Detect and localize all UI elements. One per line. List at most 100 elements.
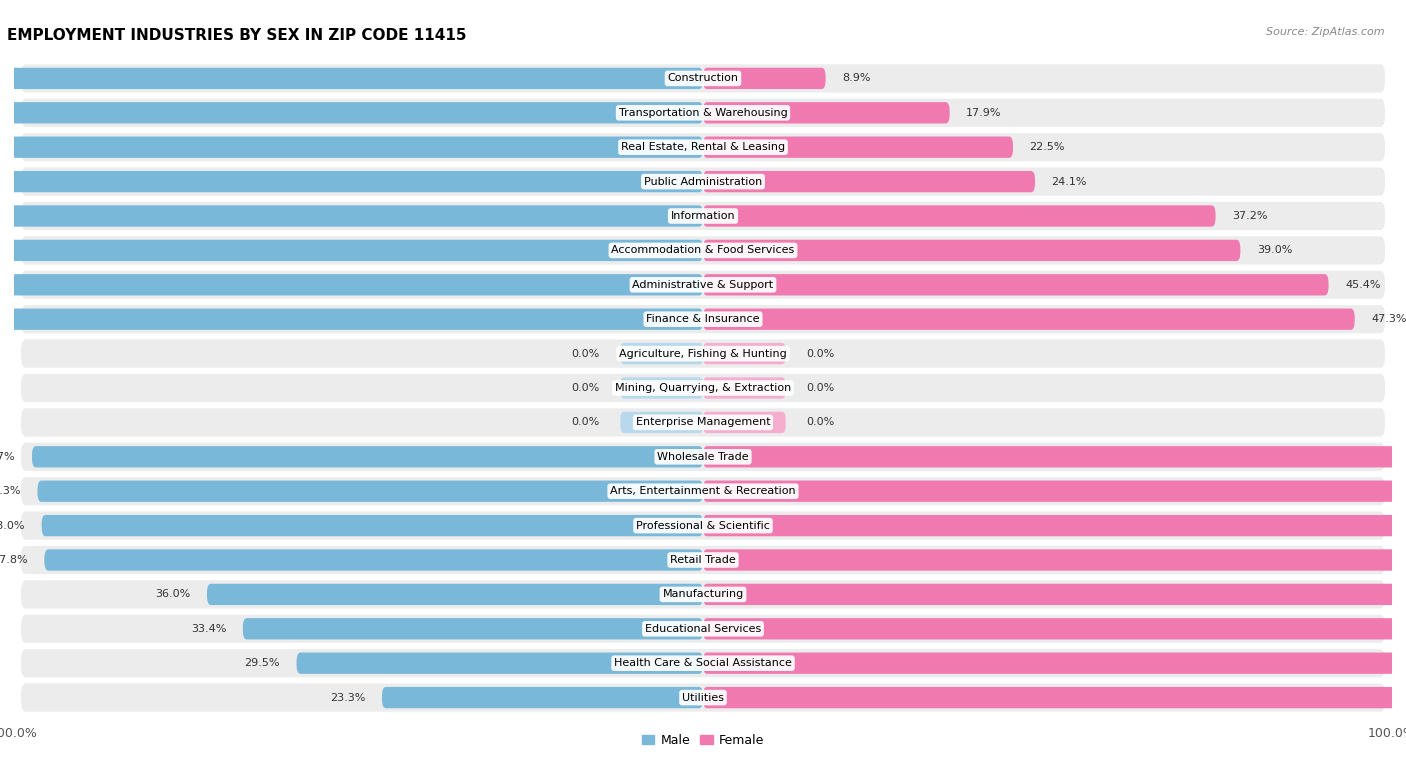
Text: Educational Services: Educational Services [645,624,761,634]
Text: 0.0%: 0.0% [571,348,599,359]
FancyBboxPatch shape [703,412,786,433]
FancyBboxPatch shape [21,133,1385,161]
Text: Construction: Construction [668,74,738,83]
FancyBboxPatch shape [0,137,703,158]
FancyBboxPatch shape [703,687,1406,708]
Text: Transportation & Warehousing: Transportation & Warehousing [619,108,787,118]
FancyBboxPatch shape [620,343,703,364]
FancyBboxPatch shape [703,309,1355,330]
FancyBboxPatch shape [21,64,1385,92]
FancyBboxPatch shape [42,515,703,536]
Text: Enterprise Management: Enterprise Management [636,417,770,428]
Text: 23.3%: 23.3% [330,693,366,702]
Text: Source: ZipAtlas.com: Source: ZipAtlas.com [1267,27,1385,37]
FancyBboxPatch shape [0,309,703,330]
FancyBboxPatch shape [620,412,703,433]
FancyBboxPatch shape [703,584,1406,605]
Text: 0.0%: 0.0% [571,417,599,428]
Text: 36.0%: 36.0% [155,590,190,599]
Text: 47.3%: 47.3% [1371,314,1406,324]
Text: Information: Information [671,211,735,221]
Text: Health Care & Social Assistance: Health Care & Social Assistance [614,658,792,668]
FancyBboxPatch shape [703,274,1329,296]
FancyBboxPatch shape [21,442,1385,471]
FancyBboxPatch shape [21,511,1385,539]
Text: Manufacturing: Manufacturing [662,590,744,599]
FancyBboxPatch shape [38,480,703,502]
FancyBboxPatch shape [21,477,1385,505]
Text: 48.7%: 48.7% [0,452,15,462]
Text: 0.0%: 0.0% [807,348,835,359]
Text: Administrative & Support: Administrative & Support [633,280,773,289]
FancyBboxPatch shape [21,649,1385,677]
FancyBboxPatch shape [45,549,703,570]
FancyBboxPatch shape [0,171,703,192]
Text: Mining, Quarrying, & Extraction: Mining, Quarrying, & Extraction [614,383,792,393]
FancyBboxPatch shape [21,684,1385,712]
Text: Finance & Insurance: Finance & Insurance [647,314,759,324]
FancyBboxPatch shape [703,446,1406,467]
FancyBboxPatch shape [703,171,1035,192]
Text: Wholesale Trade: Wholesale Trade [657,452,749,462]
FancyBboxPatch shape [0,240,703,261]
Text: 17.9%: 17.9% [966,108,1001,118]
FancyBboxPatch shape [21,99,1385,127]
FancyBboxPatch shape [703,102,949,123]
FancyBboxPatch shape [21,408,1385,437]
FancyBboxPatch shape [703,515,1406,536]
Text: 33.4%: 33.4% [191,624,226,634]
FancyBboxPatch shape [21,546,1385,574]
FancyBboxPatch shape [21,374,1385,402]
FancyBboxPatch shape [703,240,1240,261]
FancyBboxPatch shape [21,305,1385,334]
Text: Public Administration: Public Administration [644,177,762,186]
Text: 0.0%: 0.0% [807,383,835,393]
FancyBboxPatch shape [21,580,1385,608]
FancyBboxPatch shape [0,68,703,89]
FancyBboxPatch shape [21,237,1385,265]
FancyBboxPatch shape [21,339,1385,368]
Text: Accommodation & Food Services: Accommodation & Food Services [612,245,794,255]
FancyBboxPatch shape [703,68,825,89]
Text: Real Estate, Rental & Leasing: Real Estate, Rental & Leasing [621,142,785,152]
Text: EMPLOYMENT INDUSTRIES BY SEX IN ZIP CODE 11415: EMPLOYMENT INDUSTRIES BY SEX IN ZIP CODE… [7,29,467,43]
FancyBboxPatch shape [207,584,703,605]
Legend: Male, Female: Male, Female [637,729,769,752]
FancyBboxPatch shape [703,549,1406,570]
FancyBboxPatch shape [0,102,703,123]
Text: 8.9%: 8.9% [842,74,870,83]
FancyBboxPatch shape [21,202,1385,230]
FancyBboxPatch shape [0,274,703,296]
FancyBboxPatch shape [21,271,1385,299]
Text: 22.5%: 22.5% [1029,142,1066,152]
FancyBboxPatch shape [21,615,1385,643]
FancyBboxPatch shape [703,206,1216,227]
FancyBboxPatch shape [32,446,703,467]
Text: Professional & Scientific: Professional & Scientific [636,521,770,531]
FancyBboxPatch shape [21,168,1385,196]
Text: 29.5%: 29.5% [245,658,280,668]
FancyBboxPatch shape [243,618,703,639]
FancyBboxPatch shape [382,687,703,708]
FancyBboxPatch shape [703,377,786,399]
FancyBboxPatch shape [703,653,1406,674]
Text: Retail Trade: Retail Trade [671,555,735,565]
Text: 39.0%: 39.0% [1257,245,1292,255]
Text: Arts, Entertainment & Recreation: Arts, Entertainment & Recreation [610,487,796,496]
Text: 0.0%: 0.0% [807,417,835,428]
Text: 48.0%: 48.0% [0,521,25,531]
Text: 0.0%: 0.0% [571,383,599,393]
FancyBboxPatch shape [703,618,1406,639]
Text: 45.4%: 45.4% [1346,280,1381,289]
FancyBboxPatch shape [297,653,703,674]
Text: 48.3%: 48.3% [0,487,21,496]
Text: 47.8%: 47.8% [0,555,28,565]
FancyBboxPatch shape [0,206,703,227]
FancyBboxPatch shape [703,343,786,364]
FancyBboxPatch shape [620,377,703,399]
Text: Utilities: Utilities [682,693,724,702]
Text: 24.1%: 24.1% [1052,177,1087,186]
Text: 37.2%: 37.2% [1232,211,1268,221]
FancyBboxPatch shape [703,137,1014,158]
Text: Agriculture, Fishing & Hunting: Agriculture, Fishing & Hunting [619,348,787,359]
